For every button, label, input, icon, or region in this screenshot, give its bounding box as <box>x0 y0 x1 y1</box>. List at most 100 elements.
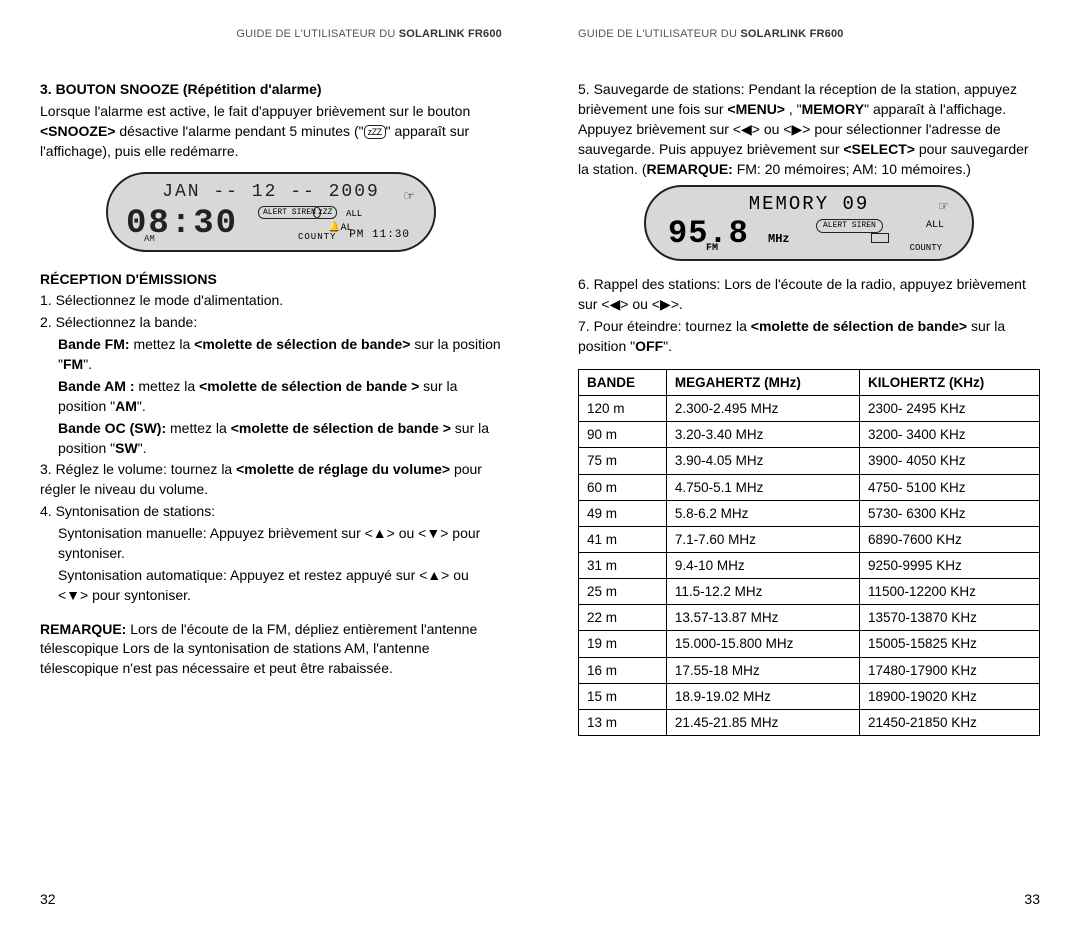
battery-icon <box>871 233 889 243</box>
remarque-paragraph: REMARQUE: Lors de l'écoute de la FM, dép… <box>40 620 502 680</box>
table-row: 90 m3.20-3.40 MHz3200- 3400 KHz <box>579 422 1040 448</box>
content-left: 3. BOUTON SNOOZE (Répétition d'alarme) L… <box>40 80 502 905</box>
page-right: GUIDE DE L'UTILISATEUR DU SOLARLINK FR60… <box>540 0 1080 925</box>
lcd-fm-band: FM <box>706 242 718 256</box>
lcd-county: COUNTY <box>298 231 336 244</box>
step-4-manual: Syntonisation manuelle: Appuyez brièveme… <box>40 524 502 564</box>
lcd-memory-display: MEMORY 09 95.8 MHz FM ALERT SIREN ALL CO… <box>644 185 974 261</box>
step-4-auto: Syntonisation automatique: Appuyez et re… <box>40 566 502 606</box>
table-cell: 11500-12200 KHz <box>859 579 1039 605</box>
table-body: 120 m2.300-2.495 MHz2300- 2495 KHz90 m3.… <box>579 396 1040 736</box>
table-cell: 2.300-2.495 MHz <box>666 396 859 422</box>
step-6: 6. Rappel des stations: Lors de l'écoute… <box>578 275 1040 315</box>
band-am-line: Bande AM : mettez la <molette de sélecti… <box>40 377 502 417</box>
table-cell: 21450-21850 KHz <box>859 709 1039 735</box>
table-cell: 6890-7600 KHz <box>859 526 1039 552</box>
table-row: 16 m17.55-18 MHz17480-17900 KHz <box>579 657 1040 683</box>
page-header-left: GUIDE DE L'UTILISATEUR DU SOLARLINK FR60… <box>40 28 502 40</box>
table-cell: 9.4-10 MHz <box>666 552 859 578</box>
table-row: 13 m21.45-21.85 MHz21450-21850 KHz <box>579 709 1040 735</box>
alert-badge-icon: ALERT SIREN <box>816 219 883 232</box>
page-number-left: 32 <box>40 891 56 907</box>
table-row: 19 m15.000-15.800 MHz15005-15825 KHz <box>579 631 1040 657</box>
band-fm-line: Bande FM: mettez la <molette de sélectio… <box>40 335 502 375</box>
table-cell: 7.1-7.60 MHz <box>666 526 859 552</box>
content-right: 5. Sauvegarde de stations: Pendant la ré… <box>578 80 1040 905</box>
table-cell: 17.55-18 MHz <box>666 657 859 683</box>
page-header-right: GUIDE DE L'UTILISATEUR DU SOLARLINK FR60… <box>578 28 1040 40</box>
page-number-right: 33 <box>1024 891 1040 907</box>
table-cell: 4750- 5100 KHz <box>859 474 1039 500</box>
step-2: 2. Sélectionnez la bande: <box>40 313 502 333</box>
table-cell: 11.5-12.2 MHz <box>666 579 859 605</box>
table-row: 41 m7.1-7.60 MHz6890-7600 KHz <box>579 526 1040 552</box>
table-cell: 17480-17900 KHz <box>859 657 1039 683</box>
table-row: 75 m3.90-4.05 MHz3900- 4050 KHz <box>579 448 1040 474</box>
table-cell: 4.750-5.1 MHz <box>666 474 859 500</box>
page-left: GUIDE DE L'UTILISATEUR DU SOLARLINK FR60… <box>0 0 540 925</box>
table-cell: 3900- 4050 KHz <box>859 448 1039 474</box>
table-cell: 2300- 2495 KHz <box>859 396 1039 422</box>
table-row: 120 m2.300-2.495 MHz2300- 2495 KHz <box>579 396 1040 422</box>
zzz-badge-icon: zZZ <box>313 206 337 219</box>
table-cell: 21.45-21.85 MHz <box>666 709 859 735</box>
table-cell: 25 m <box>579 579 667 605</box>
table-cell: 5730- 6300 KHz <box>859 500 1039 526</box>
table-cell: 3.90-4.05 MHz <box>666 448 859 474</box>
lcd-snooze-display: JAN -- 12 -- 2009 08:30 AM ALERT SIREN z… <box>106 172 436 252</box>
table-cell: 16 m <box>579 657 667 683</box>
header-product: SOLARLINK FR600 <box>399 28 502 40</box>
table-row: 31 m9.4-10 MHz9250-9995 KHz <box>579 552 1040 578</box>
step-7: 7. Pour éteindre: tournez la <molette de… <box>578 317 1040 357</box>
lcd-ampm: AM <box>144 233 155 246</box>
table-cell: 41 m <box>579 526 667 552</box>
lcd-all: ALL <box>926 219 944 233</box>
zzz-icon: zZZ <box>364 125 386 140</box>
header-product: SOLARLINK FR600 <box>740 28 843 40</box>
table-cell: 15005-15825 KHz <box>859 631 1039 657</box>
table-cell: 3200- 3400 KHz <box>859 422 1039 448</box>
table-cell: 75 m <box>579 448 667 474</box>
snooze-title: 3. BOUTON SNOOZE (Répétition d'alarme) <box>40 80 502 100</box>
table-cell: 120 m <box>579 396 667 422</box>
table-cell: 15.000-15.800 MHz <box>666 631 859 657</box>
table-cell: 19 m <box>579 631 667 657</box>
lcd-all: ALL <box>346 208 362 221</box>
table-row: 49 m5.8-6.2 MHz5730- 6300 KHz <box>579 500 1040 526</box>
table-row: 22 m13.57-13.87 MHz13570-13870 KHz <box>579 605 1040 631</box>
table-row: 60 m4.750-5.1 MHz4750- 5100 KHz <box>579 474 1040 500</box>
alert-badge-icon: ALERT SIREN <box>258 206 321 219</box>
header-prefix: GUIDE DE L'UTILISATEUR DU <box>578 28 740 40</box>
table-cell: 90 m <box>579 422 667 448</box>
table-cell: 49 m <box>579 500 667 526</box>
step-4: 4. Syntonisation de stations: <box>40 502 502 522</box>
lcd-county: COUNTY <box>910 242 942 255</box>
band-frequency-table: BANDE MEGAHERTZ (MHz) KILOHERTZ (KHz) 12… <box>578 369 1040 736</box>
table-row: 25 m11.5-12.2 MHz11500-12200 KHz <box>579 579 1040 605</box>
step-3: 3. Réglez le volume: tournez la <molette… <box>40 460 502 500</box>
header-prefix: GUIDE DE L'UTILISATEUR DU <box>236 28 398 40</box>
snooze-paragraph: Lorsque l'alarme est active, le fait d'a… <box>40 102 502 162</box>
table-cell: 5.8-6.2 MHz <box>666 500 859 526</box>
col-mhz: MEGAHERTZ (MHz) <box>666 369 859 395</box>
col-khz: KILOHERTZ (KHz) <box>859 369 1039 395</box>
table-cell: 18.9-19.02 MHz <box>666 683 859 709</box>
table-cell: 22 m <box>579 605 667 631</box>
table-cell: 15 m <box>579 683 667 709</box>
lcd-time: 08:30 <box>126 200 238 248</box>
hand-crank-icon: ☞ <box>939 197 948 218</box>
table-cell: 13 m <box>579 709 667 735</box>
table-cell: 13570-13870 KHz <box>859 605 1039 631</box>
table-cell: 3.20-3.40 MHz <box>666 422 859 448</box>
reception-title: RÉCEPTION D'ÉMISSIONS <box>40 270 502 290</box>
table-row: 15 m18.9-19.02 MHz18900-19020 KHz <box>579 683 1040 709</box>
lcd-mhz-unit: MHz <box>768 231 790 248</box>
document-spread: GUIDE DE L'UTILISATEUR DU SOLARLINK FR60… <box>0 0 1080 925</box>
table-cell: 60 m <box>579 474 667 500</box>
step-1: 1. Sélectionnez le mode d'alimentation. <box>40 291 502 311</box>
step-5: 5. Sauvegarde de stations: Pendant la ré… <box>578 80 1040 179</box>
table-cell: 9250-9995 KHz <box>859 552 1039 578</box>
col-bande: BANDE <box>579 369 667 395</box>
hand-crank-icon: ☞ <box>404 186 414 209</box>
table-cell: 13.57-13.87 MHz <box>666 605 859 631</box>
